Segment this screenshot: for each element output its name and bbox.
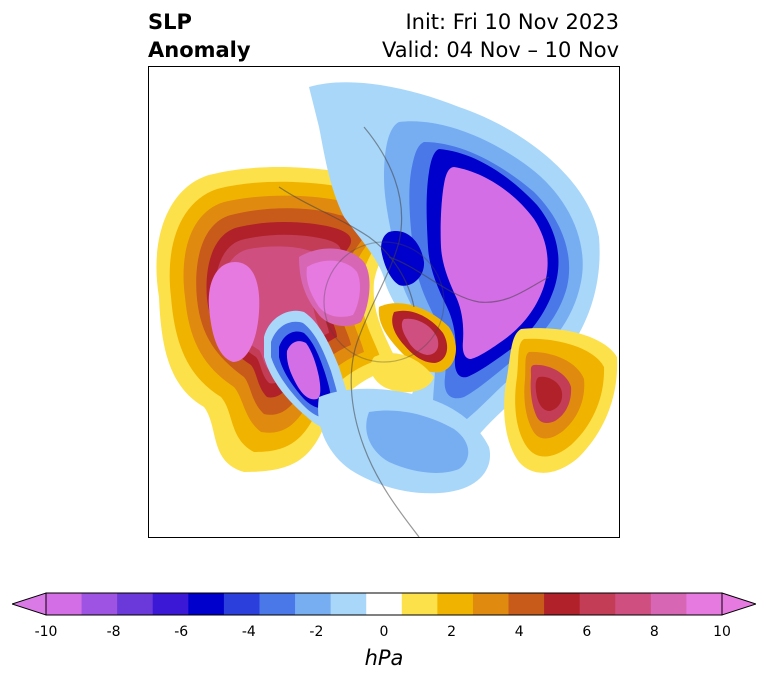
colorbar-swatch [295, 593, 332, 615]
colorbar-swatches [10, 592, 758, 616]
colorbar-swatch [472, 593, 510, 615]
anomaly-field [156, 82, 618, 537]
colorbar-tick-label: -6 [174, 624, 189, 640]
colorbar-tick-label: -4 [241, 624, 256, 640]
colorbar [10, 592, 758, 616]
colorbar-tick-label: 8 [649, 624, 659, 640]
coastline-overlay [278, 126, 550, 537]
positive-anomaly-atlantic [504, 328, 618, 473]
colorbar-swatch [366, 593, 403, 615]
colorbar-swatch [650, 593, 687, 615]
colorbar-swatch [579, 593, 616, 615]
colorbar-frame [45, 592, 723, 616]
title-line-1: SLP [148, 10, 192, 34]
colorbar-tick-label: 0 [379, 624, 389, 640]
anomaly-map [148, 66, 620, 538]
negative-anomaly-namerica [318, 388, 491, 494]
colorbar-swatch [401, 593, 438, 615]
positive-anomaly-greenland [370, 303, 456, 393]
colorbar-swatch [152, 593, 189, 615]
colorbar-tick-label: 10 [713, 624, 731, 640]
colorbar-swatch [223, 593, 260, 615]
colorbar-unit-label: hPa [364, 646, 404, 670]
colorbar-tick-label: 6 [582, 624, 592, 640]
title-line-2: Anomaly [148, 38, 251, 62]
colorbar-tick-label: 2 [447, 624, 457, 640]
colorbar-swatch [686, 593, 723, 615]
colorbar-swatch [615, 593, 652, 615]
map-dates: Init: Fri 10 Nov 2023 Valid: 04 Nov – 10… [382, 8, 619, 64]
colorbar-tick-label: 4 [514, 624, 524, 640]
colorbar-swatch [117, 593, 154, 615]
colorbar-tick-label: -2 [309, 624, 324, 640]
init-date: Init: Fri 10 Nov 2023 [405, 10, 619, 34]
colorbar-swatch [259, 593, 296, 615]
valid-range: Valid: 04 Nov – 10 Nov [382, 38, 619, 62]
colorbar-swatch [437, 593, 474, 615]
colorbar-swatch [46, 593, 83, 615]
map-title: SLP Anomaly [148, 8, 251, 64]
colorbar-tick-label: -10 [34, 624, 58, 640]
colorbar-over-arrow [721, 592, 758, 616]
positive-anomaly-pacific [156, 167, 412, 473]
colorbar-under-arrow [10, 592, 47, 616]
colorbar-swatch [81, 593, 118, 615]
colorbar-swatch [508, 593, 545, 615]
colorbar-ticks: -10 -8 -6 -4 -2 0 2 4 6 8 10 [0, 624, 768, 644]
colorbar-swatch [544, 593, 581, 615]
colorbar-swatch [188, 593, 225, 615]
colorbar-swatch [330, 593, 367, 615]
colorbar-tick-label: -8 [106, 624, 121, 640]
